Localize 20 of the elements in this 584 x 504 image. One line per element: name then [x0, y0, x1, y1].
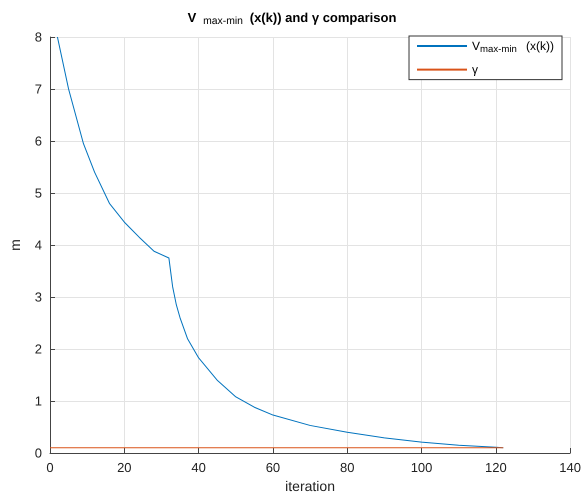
y-tick-label: 2: [34, 342, 42, 356]
y-tick-label: 7: [34, 82, 42, 96]
y-tick-label: 3: [34, 290, 42, 304]
y-tick-label: 8: [34, 30, 42, 44]
x-tick-label: 100: [410, 460, 432, 475]
x-axis-title: iteration: [285, 478, 335, 494]
y-tick-label: 6: [34, 134, 42, 148]
x-tick-label: 80: [340, 460, 354, 475]
legend-label: γ: [472, 62, 478, 77]
x-tick-label: 0: [46, 460, 54, 475]
x-tick-label: 60: [266, 460, 280, 475]
y-tick-label: 4: [34, 238, 42, 252]
y-tick-label: 0: [34, 446, 42, 460]
x-tick-label: 140: [559, 460, 582, 475]
y-tick-label: 5: [34, 186, 42, 200]
y-tick-label: 1: [34, 394, 42, 408]
y-axis-title: m: [7, 239, 23, 251]
x-tick-label: 40: [191, 460, 206, 475]
x-tick-label: 120: [484, 460, 507, 475]
x-tick-label: 20: [117, 460, 132, 475]
